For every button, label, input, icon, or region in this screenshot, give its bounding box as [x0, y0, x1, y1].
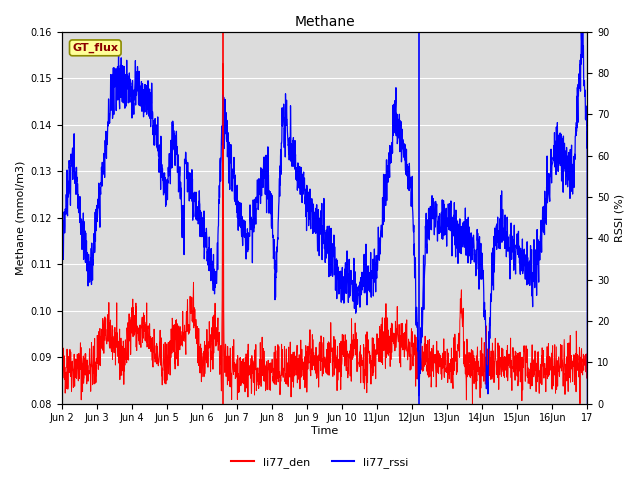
- Y-axis label: RSSI (%): RSSI (%): [615, 193, 625, 242]
- X-axis label: Time: Time: [311, 426, 338, 436]
- li77_rssi: [314, 234, 321, 240]
- li77_den: [584, 371, 591, 376]
- Text: GT_flux: GT_flux: [72, 43, 118, 53]
- li77_rssi: [58, 246, 66, 252]
- li77_den: [569, 379, 577, 384]
- li77_rssi: [568, 161, 576, 167]
- li77_den: [468, 401, 476, 407]
- li77_den: [58, 361, 66, 367]
- Y-axis label: Methane (mmol/m3): Methane (mmol/m3): [15, 160, 25, 275]
- Legend: li77_den, li77_rssi: li77_den, li77_rssi: [227, 452, 413, 472]
- Title: Methane: Methane: [294, 15, 355, 29]
- li77_rssi: [84, 252, 92, 257]
- li77_den: [568, 363, 576, 369]
- Line: li77_den: li77_den: [62, 63, 588, 404]
- li77_rssi: [300, 173, 307, 179]
- li77_rssi: [472, 261, 479, 266]
- li77_rssi: [584, 401, 591, 407]
- li77_den: [84, 372, 92, 377]
- li77_den: [472, 386, 480, 392]
- li77_den: [300, 359, 307, 365]
- li77_den: [219, 60, 227, 66]
- li77_rssi: [579, 29, 586, 35]
- Line: li77_rssi: li77_rssi: [62, 32, 588, 404]
- li77_den: [314, 354, 321, 360]
- li77_rssi: [568, 187, 575, 192]
